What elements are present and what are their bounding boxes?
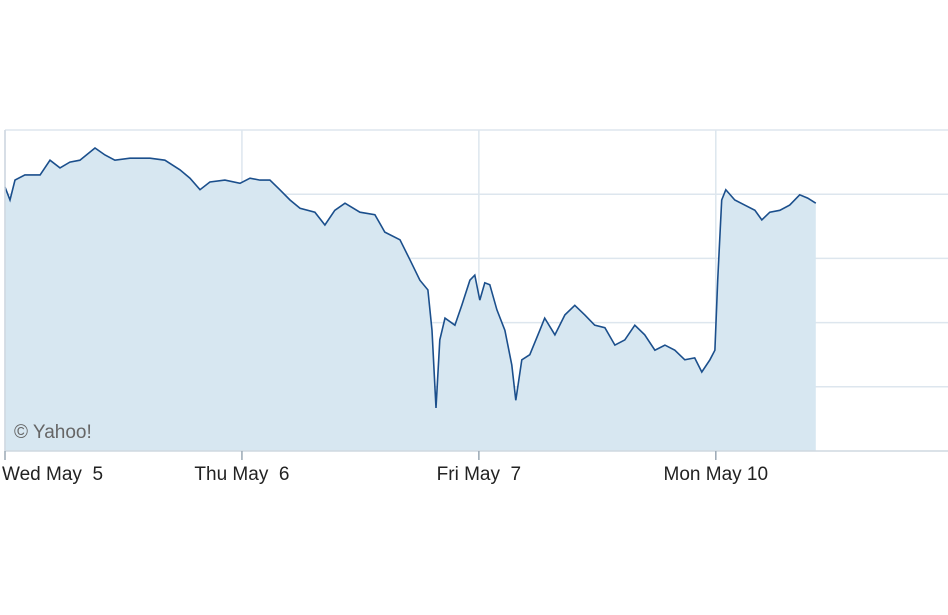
x-tick-label: Thu May 6 — [194, 464, 289, 485]
price-line — [4, 146, 817, 409]
x-tick-label: Mon May 10 — [664, 464, 769, 485]
area-fill — [5, 148, 816, 451]
x-tick-label: Fri May 7 — [437, 464, 521, 485]
x-tick-label: Wed May 5 — [2, 464, 103, 485]
watermark: © Yahoo! — [14, 422, 92, 443]
